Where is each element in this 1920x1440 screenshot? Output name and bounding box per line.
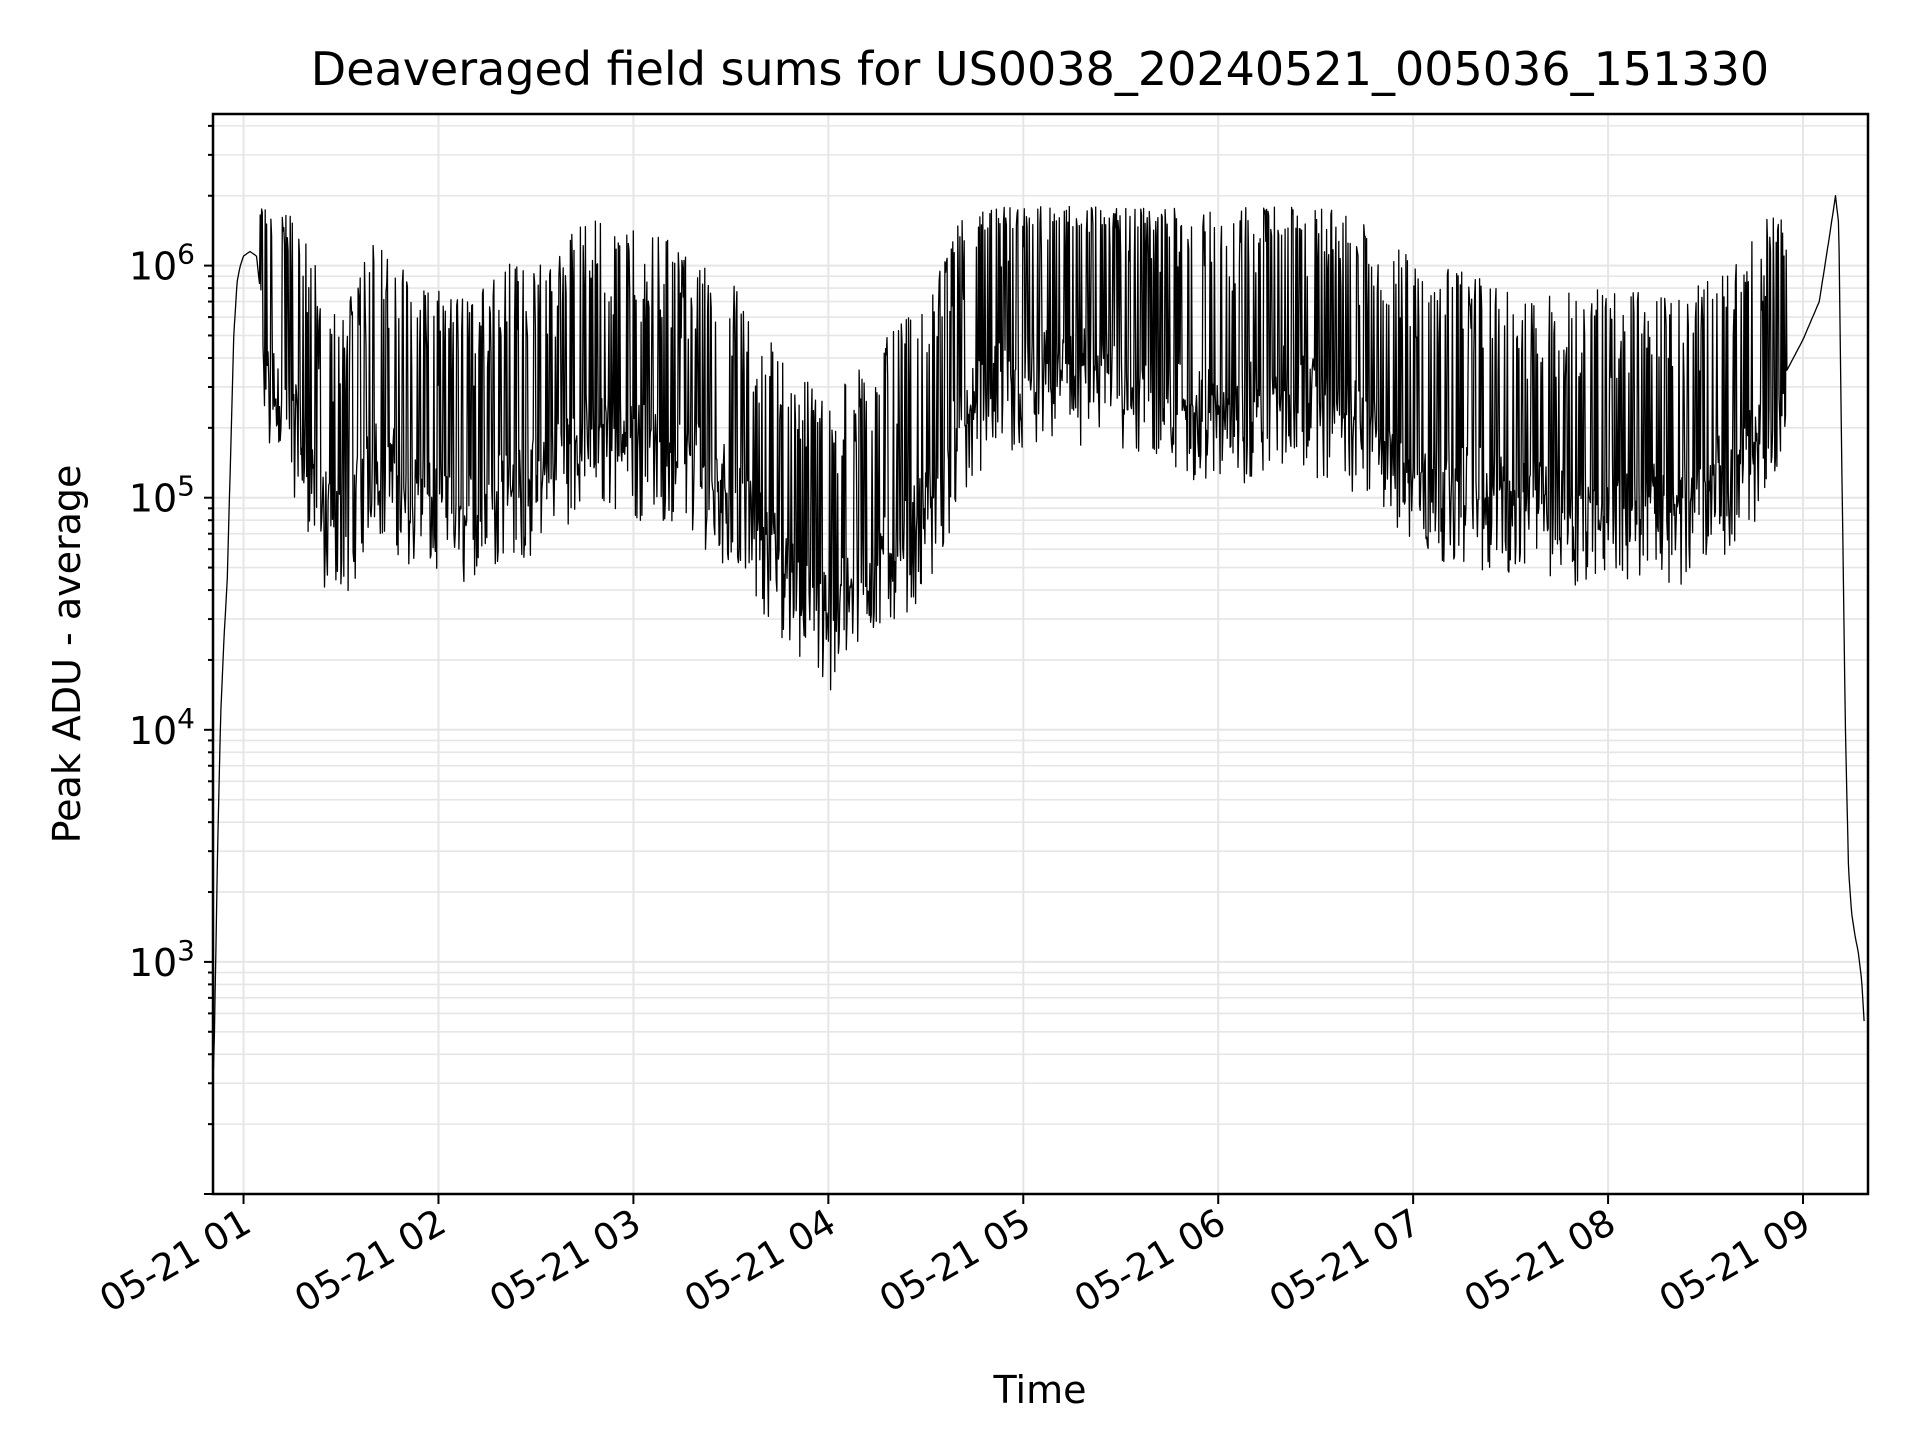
y-axis-label: Peak ADU - average: [45, 465, 89, 844]
series-line: [212, 195, 1865, 1084]
y-tick-label: 103: [129, 934, 195, 985]
grid: [213, 114, 1868, 1195]
x-axis-label: Time: [993, 1368, 1087, 1412]
chart-title: Deaveraged field sums for US0038_2024052…: [311, 42, 1769, 96]
y-tick-label: 106: [129, 238, 195, 289]
y-tick-label: 105: [129, 470, 195, 521]
plot-frame: [211, 112, 1870, 1196]
series-layer: [212, 195, 1865, 1084]
y-tick-label: 104: [129, 702, 195, 753]
